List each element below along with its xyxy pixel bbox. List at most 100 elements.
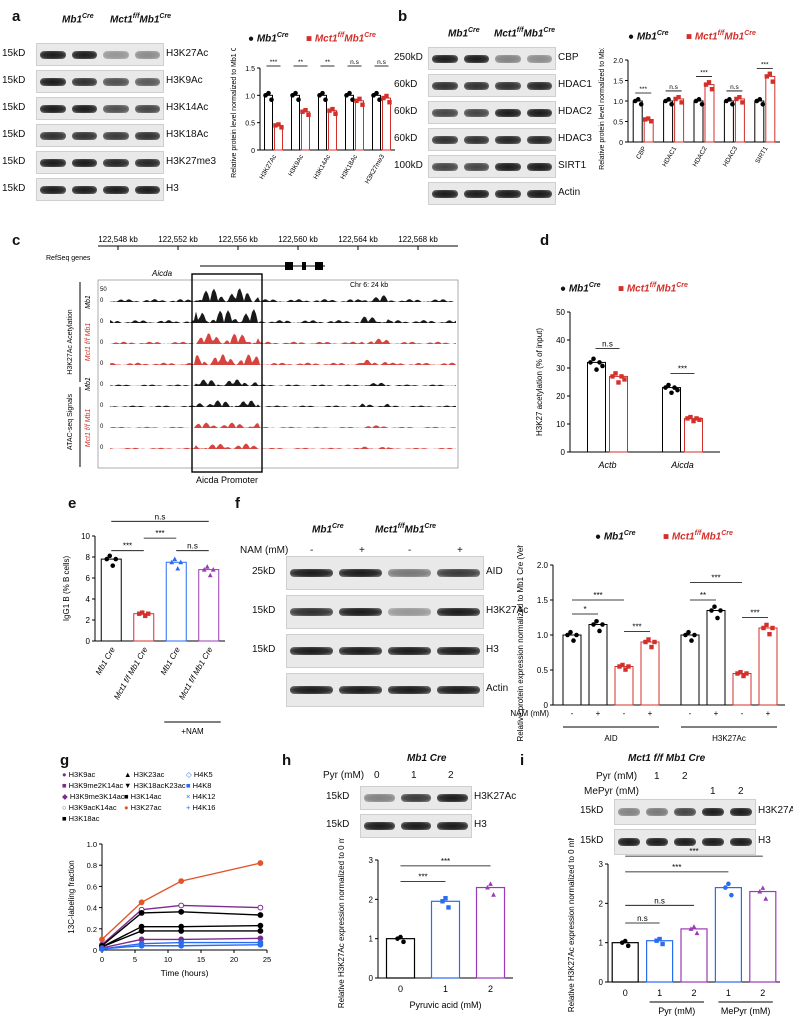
x-tick-label: 2 <box>488 984 493 994</box>
dot-ko <box>610 374 615 379</box>
y-tick-label: 0 <box>251 148 255 155</box>
blot-band <box>463 189 489 198</box>
series-point <box>257 922 264 929</box>
bar <box>562 634 582 706</box>
blot-band <box>339 686 382 694</box>
panel-c-browser: 122,548 kb 122,552 kb 122,556 kb 122,560 kb… <box>46 235 459 485</box>
dot-ctrl <box>669 101 674 107</box>
y-tick-label: 1.0 <box>87 840 97 849</box>
panel-f-chart: 0 0.5 1.0 1.5 2.0 Relative protein expression… <box>510 545 785 743</box>
panel-label-i: i <box>520 752 525 769</box>
blot-strip <box>286 673 484 707</box>
dot <box>617 664 622 669</box>
blot-band <box>526 54 552 63</box>
y-tick-label: 0.5 <box>245 121 255 128</box>
dot-ko <box>764 74 769 79</box>
blot-kd-label: 15kD <box>326 791 350 802</box>
legend-f-ko: ■ Mct1f/fMb1Cre <box>663 530 733 543</box>
dot-ko <box>381 95 386 101</box>
legend-d-ctrl: ● Mb1Cre <box>560 282 601 295</box>
series-point <box>138 910 145 916</box>
blot-band <box>495 162 521 171</box>
dot-ko <box>649 119 654 124</box>
series-point <box>178 878 185 884</box>
dot-ko <box>306 112 311 117</box>
dot <box>735 671 740 676</box>
dot-ko <box>646 116 651 121</box>
blot-band <box>674 838 696 846</box>
dot <box>568 629 573 635</box>
y-tick-label: 0.2 <box>87 925 97 934</box>
blot-strip <box>428 74 556 97</box>
dot-ko <box>673 96 678 102</box>
dot <box>207 572 213 578</box>
dot-ctrl <box>757 97 763 102</box>
dot-ctrl <box>727 97 732 102</box>
dot <box>597 628 602 634</box>
blot-strip <box>360 814 472 838</box>
dot <box>574 632 579 638</box>
promoter-box <box>191 273 263 473</box>
significance-label: *** <box>155 529 164 538</box>
bar-ctrl <box>291 94 300 151</box>
dot <box>757 888 763 894</box>
dot <box>571 638 576 643</box>
significance-label: n.s <box>637 914 648 923</box>
x-axis-label: Pyruvic acid (mM) <box>409 1000 481 1010</box>
blot-band <box>526 189 552 198</box>
blot-band <box>134 131 160 140</box>
blot-band <box>618 838 640 846</box>
y-tick-label: 2 <box>86 616 91 625</box>
y-tick-label: 0.5 <box>613 120 623 127</box>
dot <box>625 943 631 949</box>
panel-d-chart: 0 10 20 30 40 50 H3K27 acetylation (% of input… <box>535 308 720 470</box>
blot-f-sign: + <box>457 545 463 556</box>
dot <box>594 618 599 624</box>
dot <box>738 670 743 675</box>
series-point <box>257 904 264 911</box>
dot-ko <box>706 80 712 85</box>
panel-label-c: c <box>12 232 21 249</box>
dot-ko <box>691 418 696 424</box>
blot-band <box>432 108 458 117</box>
blot-band <box>646 838 668 846</box>
blot-h-title: Mb1 Cre <box>407 753 447 764</box>
nam-sign: - <box>571 709 574 718</box>
blot-kd-label: 60kD <box>394 105 418 117</box>
dot-ctrl <box>350 97 355 103</box>
blot-band <box>134 77 160 86</box>
blot-band <box>432 135 458 144</box>
blot-band <box>71 185 97 194</box>
blot-band <box>103 104 129 113</box>
blot-band <box>40 185 66 194</box>
dot <box>763 896 769 901</box>
x-tick-label: H3K9Ac <box>287 153 305 178</box>
legend-b-ctrl: ● Mb1Cre <box>628 30 669 43</box>
dot-ctrl <box>672 385 677 390</box>
blot-band <box>495 189 521 198</box>
dot-ctrl <box>591 356 596 362</box>
blot-band <box>290 686 333 694</box>
legend-g-item: ● H3K9ac <box>62 770 96 779</box>
series-point <box>178 942 185 949</box>
series-line <box>101 941 261 950</box>
y-tick-label: 1.5 <box>537 596 549 605</box>
nam-sign: + <box>766 709 771 718</box>
y-tick-label: 0 <box>369 974 374 983</box>
dot-ctrl <box>269 97 274 103</box>
blot-label: AID <box>486 566 503 577</box>
track-zero-label: 0 <box>100 298 104 304</box>
series-point <box>257 912 264 918</box>
track-group-label: Mct1 f/f Mb1 <box>85 409 92 448</box>
blot-label: H3K27me3 <box>166 155 217 167</box>
signal-track <box>110 333 456 344</box>
series-point <box>178 928 185 934</box>
bar <box>588 624 608 706</box>
blot-label: H3K27Ac <box>166 47 209 59</box>
blot-strip <box>36 97 164 120</box>
x-tick-label: 1 <box>443 984 448 994</box>
dot-ko <box>709 86 715 92</box>
blot-label: CBP <box>558 51 579 63</box>
panel-h-chart: 0 1 2 3 Relative H3K27Ac expression normaliz… <box>337 838 513 1010</box>
blot-band <box>495 81 521 90</box>
